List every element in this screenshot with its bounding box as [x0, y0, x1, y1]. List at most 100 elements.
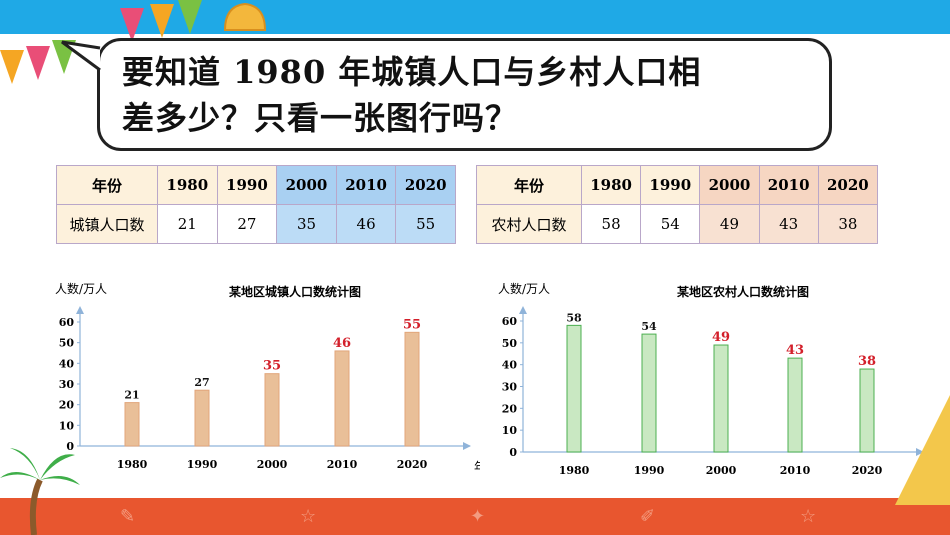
bunting-flag [178, 0, 202, 34]
y-tick-label: 0 [509, 446, 517, 459]
chart-bar [641, 333, 657, 453]
y-axis-label: 人数/万人 [55, 281, 107, 296]
table-value-cell: 49 [699, 204, 760, 244]
palm-tree-icon [0, 448, 80, 535]
y-axis-arrow [76, 306, 84, 314]
chart-bar [124, 402, 140, 447]
chart-bar [194, 389, 210, 447]
y-tick-label: 40 [59, 357, 75, 370]
table-header-row: 年份 1980 1990 2000 2010 2020 [56, 165, 456, 205]
table-value-cell: 43 [758, 204, 819, 244]
table-header-label: 年份 [476, 165, 582, 205]
table-value-cell: 58 [580, 204, 642, 244]
x-tick-label: 2000 [706, 464, 737, 477]
y-tick-label: 20 [59, 399, 75, 412]
chart-bar [713, 344, 729, 453]
table-value-cell: 55 [395, 204, 456, 244]
bunting-flag [120, 8, 144, 42]
data-label: 58 [566, 311, 582, 324]
table-year-cell: 2000 [699, 165, 760, 205]
table-year-cell: 2010 [335, 165, 397, 205]
y-tick-label: 60 [59, 316, 75, 329]
x-tick-label: 1990 [634, 464, 665, 477]
footer-band: ✎ ☆ ✦ ✐ ☆ [0, 498, 950, 535]
x-tick-label: 2020 [397, 458, 428, 471]
bulb-doodle-icon: ✦ [470, 506, 486, 527]
bunting-flag [0, 50, 24, 84]
data-label: 54 [641, 320, 657, 333]
x-tick-label: 2010 [780, 464, 811, 477]
y-tick-label: 30 [59, 378, 75, 391]
rural-population-table: 年份 1980 1990 2000 2010 2020 农村人口数 58 54 … [476, 165, 879, 244]
y-axis-arrow [519, 306, 527, 314]
x-tick-label: 2000 [257, 458, 288, 471]
x-tick-label: 2020 [852, 464, 883, 477]
ruler-icon [895, 395, 950, 505]
data-label: 43 [786, 343, 804, 358]
chart-title: 某地区城镇人口数统计图 [229, 284, 361, 299]
table-value-row: 城镇人口数 21 27 35 46 55 [56, 204, 456, 244]
table-year-cell: 1980 [157, 165, 218, 205]
table-year-cell: 2000 [276, 165, 337, 205]
chart-title: 某地区农村人口数统计图 [677, 284, 809, 299]
star-doodle-icon: ☆ [800, 506, 817, 527]
table-year-cell: 1990 [640, 165, 701, 205]
table-value-row: 农村人口数 58 54 49 43 38 [476, 204, 879, 244]
data-label: 21 [124, 389, 139, 402]
table-value-cell: 21 [157, 204, 218, 244]
chart-bar [264, 373, 280, 447]
x-tick-label: 1980 [117, 458, 148, 471]
star-doodle-icon: ☆ [300, 506, 317, 527]
table-year-cell: 2020 [817, 165, 879, 205]
x-tick-label: 2010 [327, 458, 358, 471]
data-label: 49 [712, 330, 730, 345]
chart-bar [404, 331, 420, 447]
x-axis-label: 年份 [474, 460, 480, 474]
y-axis-label: 人数/万人 [498, 281, 550, 296]
table-row-label: 城镇人口数 [56, 204, 158, 244]
table-value-cell: 35 [276, 204, 337, 244]
y-tick-label: 50 [59, 337, 75, 350]
y-tick-label: 10 [502, 424, 518, 437]
y-tick-label: 50 [502, 337, 518, 350]
x-tick-label: 1980 [559, 464, 590, 477]
table-year-cell: 2010 [758, 165, 819, 205]
question-line-1: 要知道 1980 年城镇人口与乡村人口相 [122, 53, 702, 91]
question-text: 要知道 1980 年城镇人口与乡村人口相 差多少？只看一张图行吗？ [122, 49, 822, 141]
bunting-flag [26, 46, 50, 80]
y-tick-label: 10 [59, 419, 75, 432]
table-year-cell: 1990 [216, 165, 278, 205]
urban-population-table: 年份 1980 1990 2000 2010 2020 城镇人口数 21 27 … [56, 165, 456, 244]
table-header-row: 年份 1980 1990 2000 2010 2020 [476, 165, 879, 205]
table-value-cell: 46 [335, 204, 397, 244]
x-axis-arrow [463, 442, 471, 450]
question-line-2: 差多少？只看一张图行吗？ [122, 99, 519, 137]
y-tick-label: 60 [502, 315, 518, 328]
data-label: 35 [263, 359, 281, 374]
table-header-label: 年份 [56, 165, 158, 205]
data-label: 27 [194, 376, 209, 389]
table-value-cell: 54 [640, 204, 701, 244]
chart-bar [334, 350, 350, 447]
y-tick-label: 40 [502, 359, 518, 372]
bubble-tail [61, 40, 101, 72]
y-tick-label: 0 [66, 440, 74, 453]
data-label: 46 [333, 336, 351, 351]
abc-doodle-icon: ✎ [120, 506, 136, 527]
pencil-doodle-icon: ✐ [640, 506, 656, 527]
x-tick-label: 1990 [187, 458, 218, 471]
y-tick-label: 30 [502, 381, 518, 394]
chart-bar [859, 368, 875, 453]
bell-icon [223, 2, 267, 31]
table-year-cell: 1980 [580, 165, 642, 205]
chart-bar [566, 324, 582, 453]
table-value-cell: 27 [216, 204, 278, 244]
speech-bubble: 要知道 1980 年城镇人口与乡村人口相 差多少？只看一张图行吗？ [97, 38, 832, 151]
table-year-cell: 2020 [395, 165, 456, 205]
chart-bar [787, 357, 803, 453]
y-tick-label: 20 [502, 402, 518, 415]
data-label: 38 [858, 354, 876, 369]
table-row-label: 农村人口数 [476, 204, 582, 244]
